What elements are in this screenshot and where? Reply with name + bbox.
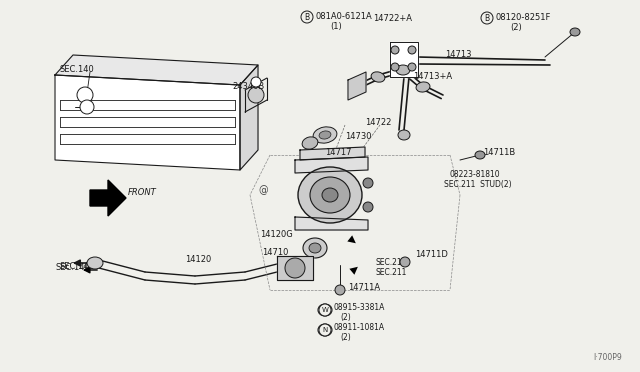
Ellipse shape [77,87,93,103]
Ellipse shape [309,243,321,253]
Circle shape [481,12,493,24]
Ellipse shape [322,188,338,202]
Ellipse shape [319,131,331,139]
Text: 081A0-6121A: 081A0-6121A [315,12,372,21]
Ellipse shape [398,130,410,140]
Text: 14711A: 14711A [348,283,380,292]
Text: N: N [323,327,328,333]
Text: 14713: 14713 [445,50,472,59]
Text: 14120G: 14120G [260,230,292,239]
Text: SEC.140: SEC.140 [60,65,95,74]
Ellipse shape [303,238,327,258]
Text: SEC.140: SEC.140 [60,262,95,271]
Text: 14120: 14120 [185,255,211,264]
Ellipse shape [248,87,264,103]
Ellipse shape [371,72,385,82]
Text: 14717: 14717 [325,148,351,157]
Polygon shape [55,75,240,170]
Polygon shape [240,65,258,170]
Text: 14722: 14722 [365,118,392,127]
Text: (2): (2) [510,23,522,32]
Ellipse shape [251,77,261,87]
Ellipse shape [310,177,350,213]
Ellipse shape [335,285,345,295]
Ellipse shape [363,178,373,188]
Ellipse shape [416,82,430,92]
Text: (1): (1) [330,22,342,31]
Ellipse shape [313,127,337,143]
Ellipse shape [302,137,318,149]
Text: 14713+A: 14713+A [413,72,452,81]
Circle shape [319,324,331,336]
Text: 14710: 14710 [262,248,289,257]
Ellipse shape [396,65,410,75]
Ellipse shape [80,100,94,114]
Polygon shape [295,157,368,173]
Text: 24340B: 24340B [232,82,264,91]
Text: 14722+A: 14722+A [373,14,412,23]
Polygon shape [295,217,368,230]
Circle shape [301,11,313,23]
Text: W: W [321,307,328,313]
Text: FRONT: FRONT [128,187,157,196]
Text: B: B [305,13,310,22]
Text: SEC.140: SEC.140 [55,263,90,272]
Ellipse shape [363,202,373,212]
Ellipse shape [408,63,416,71]
Polygon shape [348,72,366,100]
Ellipse shape [408,46,416,54]
Text: 08911-1081A: 08911-1081A [333,323,384,332]
Text: (2): (2) [340,313,351,322]
Ellipse shape [570,28,580,36]
Text: 08915-3381A: 08915-3381A [333,303,385,312]
Text: I·700P9: I·700P9 [593,353,622,362]
Polygon shape [277,256,313,280]
Polygon shape [300,147,365,160]
Text: SEC.211: SEC.211 [375,268,406,277]
Polygon shape [390,42,418,77]
Ellipse shape [475,151,485,159]
Text: 14711D: 14711D [415,250,448,259]
Text: 08223-81810: 08223-81810 [450,170,500,179]
Ellipse shape [298,167,362,223]
Polygon shape [90,180,126,216]
Circle shape [319,304,331,316]
Text: SEC.211  STUD(2): SEC.211 STUD(2) [444,180,511,189]
Text: @: @ [258,185,268,195]
Ellipse shape [87,257,103,269]
Text: SEC.211: SEC.211 [375,258,406,267]
Ellipse shape [318,324,332,336]
Ellipse shape [391,63,399,71]
Ellipse shape [318,304,332,316]
Text: 08120-8251F: 08120-8251F [495,13,550,22]
Text: 14711B: 14711B [483,148,515,157]
Ellipse shape [285,258,305,278]
Text: (2): (2) [340,333,351,342]
Text: 14730: 14730 [345,132,371,141]
Ellipse shape [400,257,410,267]
Ellipse shape [391,46,399,54]
Polygon shape [55,55,258,85]
Text: B: B [484,13,490,22]
